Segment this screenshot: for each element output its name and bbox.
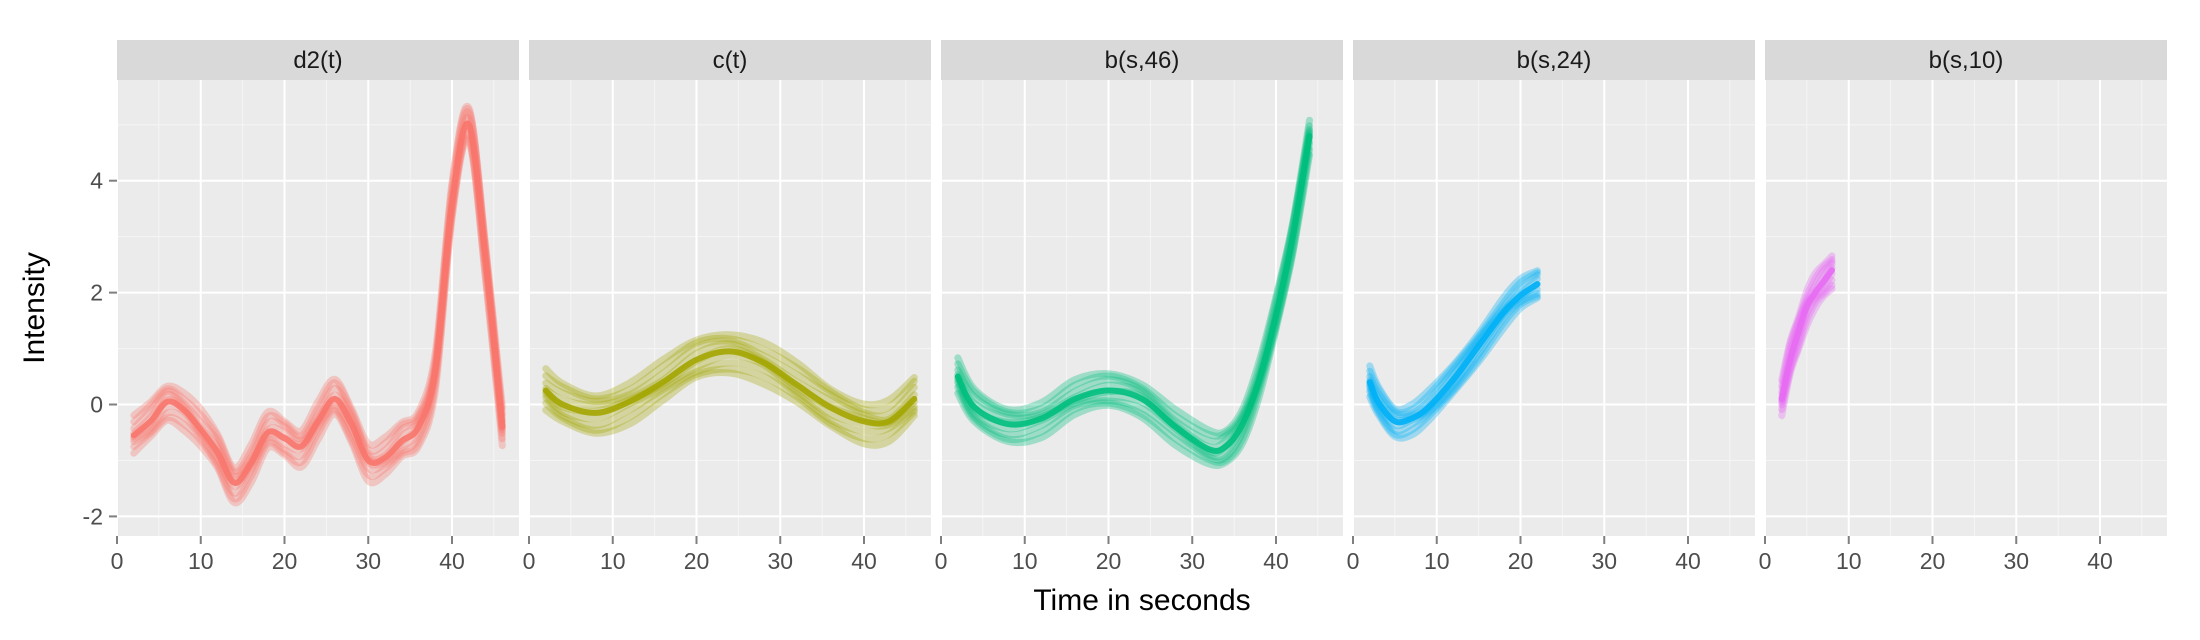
series-line (1778, 255, 1836, 390)
x-tick-label: 10 (600, 548, 626, 574)
y-axis-ticks: -2 0 2 4 (83, 168, 117, 529)
facet-strip (1353, 40, 1755, 80)
facet-panel: b(s,24) (1352, 40, 1755, 536)
facet-title: b(s,10) (1929, 47, 2004, 74)
x-tick-label: 0 (1759, 548, 1772, 574)
x-tick-label: 20 (1920, 548, 1946, 574)
facet-strip (1765, 40, 2167, 80)
series-line (542, 331, 918, 409)
x-tick-label: 30 (767, 548, 793, 574)
x-axis-ticks: 0 10 20 30 40 0 10 20 30 40 0 10 20 30 40 0 10 20 30 40 0 10 2… (111, 536, 2113, 574)
y-tick-label: 2 (90, 280, 103, 306)
y-tick-label: -2 (83, 503, 103, 529)
facet-strip (941, 40, 1343, 80)
series-line (1366, 292, 1541, 439)
series-line (954, 122, 1313, 440)
x-axis-title: Time in seconds (1033, 584, 1250, 617)
x-tick-label: 30 (355, 548, 381, 574)
series-line-center (130, 120, 506, 486)
x-tick-label: 40 (851, 548, 877, 574)
x-tick-label: 0 (935, 548, 948, 574)
x-tick-label: 10 (188, 548, 214, 574)
series-line (1366, 271, 1541, 419)
y-tick-label: 0 (90, 392, 103, 418)
plot-background (1765, 80, 2167, 536)
facet-panel: b(s,46) (940, 40, 1343, 536)
x-tick-label: 10 (1424, 548, 1450, 574)
x-tick-label: 40 (439, 548, 465, 574)
y-tick-label: 4 (90, 168, 103, 194)
facet-title: b(s,24) (1517, 47, 1592, 74)
x-tick-label: 20 (272, 548, 298, 574)
series-line-center (542, 348, 918, 427)
series-line-center (1366, 281, 1541, 426)
series-line-center (1778, 267, 1835, 402)
plot-background (1353, 80, 1755, 536)
facet-panel: d2(t) (116, 40, 519, 536)
plot-background (529, 80, 931, 536)
x-tick-label: 30 (2003, 548, 2029, 574)
series-line (542, 337, 918, 420)
series-line (1366, 269, 1541, 417)
x-tick-label: 40 (1263, 548, 1289, 574)
panels-layer: d2(t) c(t) b(s,46) b(s,24) b(s,10) (116, 40, 2167, 536)
series-line (1778, 252, 1836, 384)
series-line (1366, 267, 1541, 414)
facet-strip (529, 40, 931, 80)
x-tick-label: 0 (1347, 548, 1360, 574)
x-tick-label: 20 (1096, 548, 1122, 574)
x-tick-label: 40 (2087, 548, 2113, 574)
facet-title: d2(t) (293, 47, 342, 74)
x-tick-label: 30 (1179, 548, 1205, 574)
x-tick-label: 10 (1836, 548, 1862, 574)
series-line (542, 340, 918, 424)
x-tick-label: 10 (1012, 548, 1038, 574)
series-line (542, 368, 918, 449)
x-tick-label: 30 (1591, 548, 1617, 574)
x-tick-label: 20 (684, 548, 710, 574)
y-axis-title: Intensity (18, 252, 51, 364)
facet-panel: c(t) (528, 40, 931, 536)
series-line (954, 151, 1313, 470)
facet-panel: b(s,10) (1764, 40, 2167, 536)
facet-title: c(t) (713, 47, 748, 74)
series-line (542, 365, 918, 443)
series-line (1778, 285, 1836, 420)
x-tick-label: 40 (1675, 548, 1701, 574)
series-line (954, 116, 1313, 437)
x-tick-label: 0 (111, 548, 124, 574)
facet-strip (117, 40, 519, 80)
series-line (1366, 294, 1541, 442)
series-line (1366, 290, 1541, 435)
facet-title: b(s,46) (1105, 47, 1180, 74)
series-line-center (954, 133, 1313, 454)
series-line (542, 334, 918, 415)
series-line (542, 359, 918, 436)
x-tick-label: 0 (523, 548, 536, 574)
x-tick-label: 20 (1508, 548, 1534, 574)
